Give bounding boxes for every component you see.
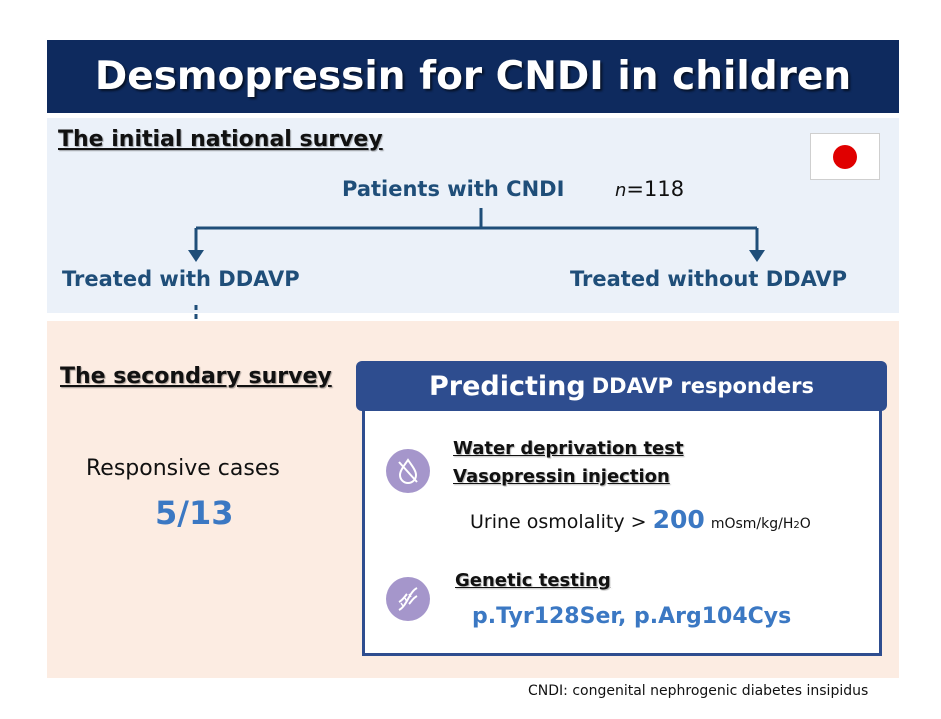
- predicting-title-big: Predicting: [428, 370, 586, 402]
- water-drop-svg: [398, 458, 418, 484]
- predicting-title-small: DDAVP responders: [591, 374, 814, 398]
- water-drop-crossed-icon: [386, 449, 430, 493]
- urine-unit-prefix: mOsm/kg/H: [710, 516, 794, 532]
- branch-without-ddavp: Treated without DDAVP: [570, 267, 848, 291]
- right-arrowhead: [749, 250, 765, 262]
- initial-survey-panel: [47, 118, 899, 313]
- predicting-box-header: Predicting DDAVP responders: [356, 361, 887, 411]
- patients-label: Patients with CNDI: [342, 177, 565, 201]
- urine-value: 200: [652, 505, 705, 534]
- branch-with-ddavp: Treated with DDAVP: [62, 267, 300, 291]
- left-arrowhead: [188, 250, 204, 262]
- responsive-label: Responsive cases: [86, 456, 280, 481]
- n-value: =118: [626, 177, 685, 201]
- urine-unit-sub: 2: [793, 520, 800, 531]
- footnote: CNDI: congenital nephrogenic diabetes in…: [528, 683, 869, 699]
- japan-flag-icon: [810, 133, 880, 180]
- responsive-value: 5/13: [155, 494, 234, 532]
- flag-sun: [833, 145, 857, 169]
- genetic-testing-heading: Genetic testing: [455, 570, 611, 591]
- n-symbol: n: [615, 180, 627, 201]
- urine-unit: mOsm/kg/H2O: [711, 516, 811, 532]
- patients-count: n=118: [615, 177, 684, 201]
- dna-icon: [386, 577, 430, 621]
- water-deprivation-heading: Water deprivation test: [453, 438, 684, 459]
- urine-osmolality-row: Urine osmolality > 200 mOsm/kg/H2O: [470, 505, 811, 534]
- urine-label: Urine osmolality >: [470, 511, 647, 533]
- vasopressin-heading: Vasopressin injection: [453, 466, 670, 487]
- genetic-variants: p.Tyr128Ser, p.Arg104Cys: [472, 604, 792, 629]
- secondary-survey-heading: The secondary survey: [60, 364, 332, 389]
- initial-survey-heading: The initial national survey: [58, 127, 383, 152]
- urine-unit-suffix: O: [799, 516, 811, 532]
- title-bar: Desmopressin for CNDI in children: [47, 40, 899, 113]
- page-title: Desmopressin for CNDI in children: [94, 54, 852, 99]
- predicting-box: [362, 397, 882, 656]
- dna-svg: [398, 587, 418, 611]
